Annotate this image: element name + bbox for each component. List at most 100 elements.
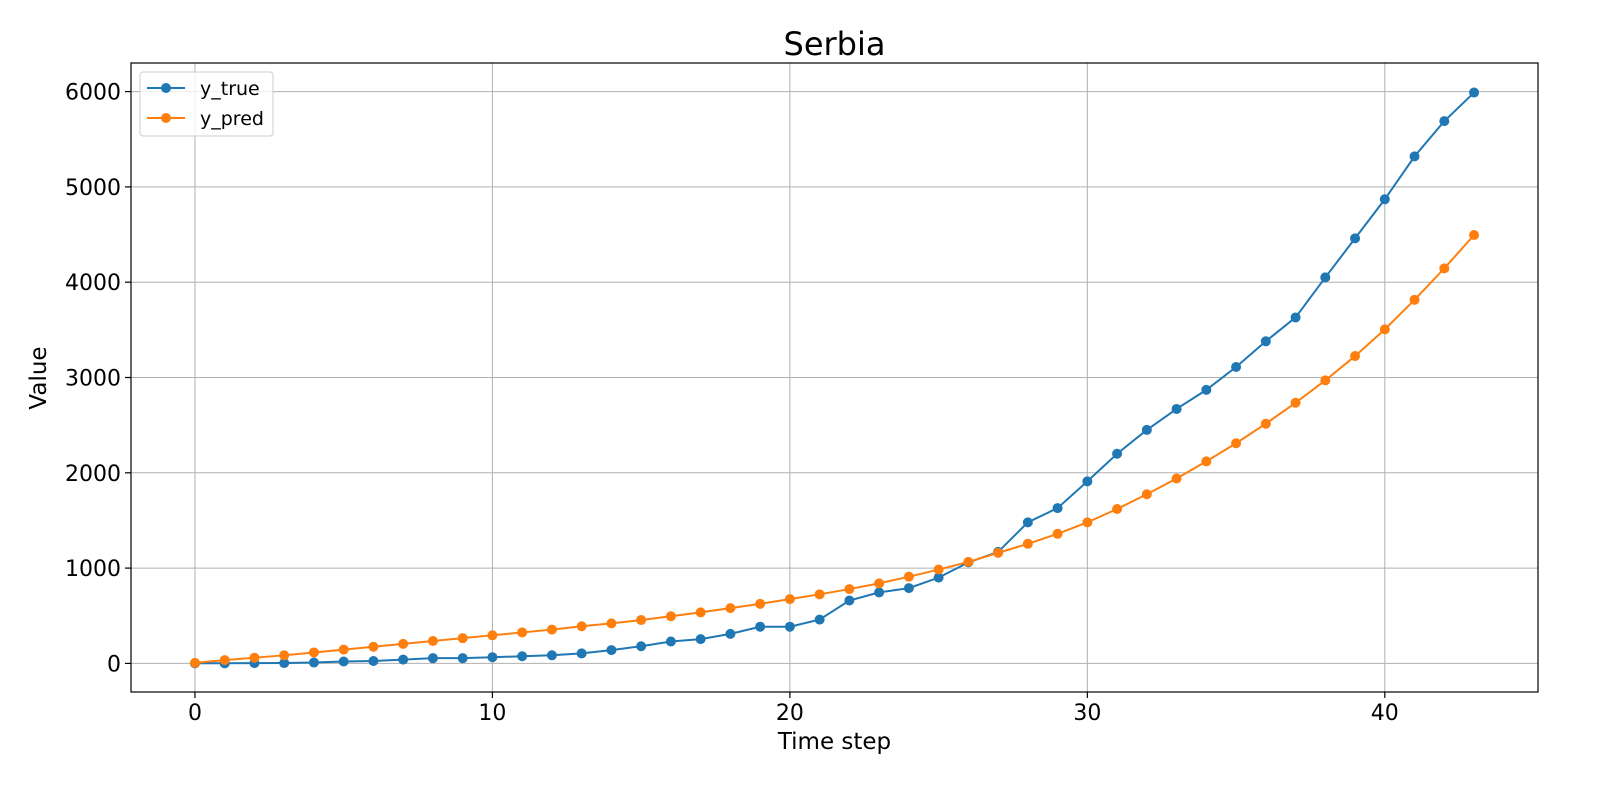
- data-point: [546, 650, 557, 661]
- data-point: [695, 607, 706, 618]
- data-point: [844, 595, 855, 606]
- x-tick-label: 10: [478, 701, 506, 726]
- data-point: [1290, 397, 1301, 408]
- y-tick-label: 5000: [65, 176, 121, 201]
- x-tick-label: 40: [1371, 701, 1399, 726]
- data-point: [963, 556, 974, 567]
- data-point: [1201, 384, 1212, 395]
- data-point: [308, 657, 319, 668]
- data-point: [1320, 272, 1331, 283]
- data-point: [755, 621, 766, 632]
- data-point: [874, 587, 885, 598]
- data-point: [1439, 116, 1450, 127]
- data-point: [279, 650, 290, 661]
- y-tick-label: 0: [107, 652, 121, 677]
- data-point: [517, 627, 528, 638]
- x-axis-label: Time step: [777, 729, 891, 755]
- series-y-true: [189, 87, 1480, 669]
- y-axis-label: Value: [26, 346, 52, 409]
- data-point: [1409, 151, 1420, 162]
- data-point: [1201, 456, 1212, 467]
- axis-ticks: 0 10 20 30 40 0 1000 2000 3000 4000 5000 6000: [65, 81, 1399, 726]
- data-point: [1112, 448, 1123, 459]
- data-point: [1052, 528, 1063, 539]
- data-point: [368, 656, 379, 667]
- data-point: [933, 564, 944, 575]
- x-tick-label: 0: [188, 701, 202, 726]
- chart-title: Serbia: [784, 25, 886, 63]
- data-point: [725, 603, 736, 614]
- data-point: [1469, 230, 1480, 241]
- data-point: [1052, 503, 1063, 514]
- data-point: [1022, 538, 1033, 549]
- data-point: [338, 656, 349, 667]
- series-y-pred: [189, 230, 1480, 668]
- data-point: [576, 621, 587, 632]
- data-point: [814, 589, 825, 600]
- data-point: [903, 583, 914, 594]
- data-point: [1082, 476, 1093, 487]
- data-point: [755, 598, 766, 609]
- data-point: [1469, 87, 1480, 98]
- data-point: [1439, 263, 1450, 274]
- data-point: [606, 618, 617, 629]
- data-point: [606, 645, 617, 656]
- data-point: [1141, 424, 1152, 435]
- data-point: [338, 644, 349, 655]
- data-point: [784, 621, 795, 632]
- data-point: [844, 584, 855, 595]
- data-point: [308, 647, 319, 658]
- grid-lines: [131, 63, 1538, 692]
- data-point: [457, 653, 468, 664]
- data-point: [517, 651, 528, 662]
- data-point: [398, 654, 409, 665]
- data-point: [665, 636, 676, 647]
- data-point: [1290, 312, 1301, 323]
- data-point: [1082, 517, 1093, 528]
- data-point: [1409, 294, 1420, 305]
- data-point: [1320, 375, 1331, 386]
- y-tick-label: 3000: [65, 367, 121, 392]
- data-point: [427, 653, 438, 664]
- data-point: [189, 657, 200, 668]
- legend-item-y-pred: y_pred: [147, 108, 264, 130]
- y-tick-label: 1000: [65, 557, 121, 582]
- data-point: [398, 638, 409, 649]
- data-point: [933, 572, 944, 583]
- y-tick-label: 4000: [65, 271, 121, 296]
- data-point: [1379, 324, 1390, 335]
- data-point: [427, 636, 438, 647]
- data-point: [1350, 233, 1361, 244]
- data-point: [487, 652, 498, 663]
- data-point: [814, 614, 825, 625]
- data-point: [874, 578, 885, 589]
- data-point: [903, 571, 914, 582]
- legend: y_true y_pred: [139, 71, 274, 137]
- data-point: [457, 633, 468, 644]
- data-point: [725, 628, 736, 639]
- data-point: [636, 615, 647, 626]
- data-point: [368, 641, 379, 652]
- data-point: [1231, 362, 1242, 373]
- series-line: [194, 234, 1475, 664]
- data-point: [636, 641, 647, 652]
- data-point: [993, 547, 1004, 558]
- data-point: [546, 624, 557, 635]
- legend-marker: [161, 83, 171, 93]
- data-point: [1231, 438, 1242, 449]
- data-point: [249, 652, 260, 663]
- data-point: [1350, 351, 1361, 362]
- data-point: [1112, 504, 1123, 515]
- data-point: [695, 634, 706, 645]
- data-point: [1141, 489, 1152, 500]
- data-point: [1260, 336, 1271, 347]
- data-point: [784, 594, 795, 605]
- data-point: [1022, 517, 1033, 528]
- data-point: [1171, 473, 1182, 484]
- legend-label: y_true: [200, 78, 260, 100]
- data-point: [219, 655, 230, 666]
- data-point: [1260, 418, 1271, 429]
- legend-label: y_pred: [200, 108, 264, 130]
- legend-item-y-true: y_true: [147, 78, 260, 100]
